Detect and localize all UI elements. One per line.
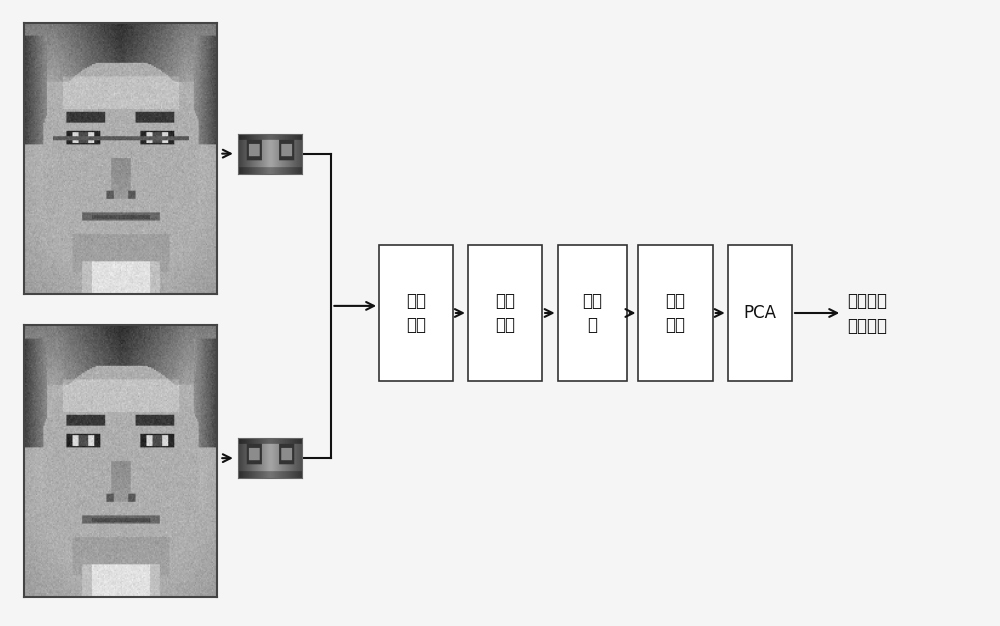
Text: 傅氏
变换: 傅氏 变换 <box>495 292 515 334</box>
Text: 调整
大小: 调整 大小 <box>406 292 426 334</box>
Text: PCA: PCA <box>743 304 776 322</box>
FancyBboxPatch shape <box>638 245 713 381</box>
Text: 频谱
图: 频谱 图 <box>582 292 602 334</box>
FancyBboxPatch shape <box>558 245 627 381</box>
Text: 纹理形变
能量参数: 纹理形变 能量参数 <box>847 292 887 334</box>
FancyBboxPatch shape <box>379 245 453 381</box>
FancyBboxPatch shape <box>468 245 542 381</box>
Text: 比例
系数: 比例 系数 <box>666 292 686 334</box>
FancyBboxPatch shape <box>728 245 792 381</box>
